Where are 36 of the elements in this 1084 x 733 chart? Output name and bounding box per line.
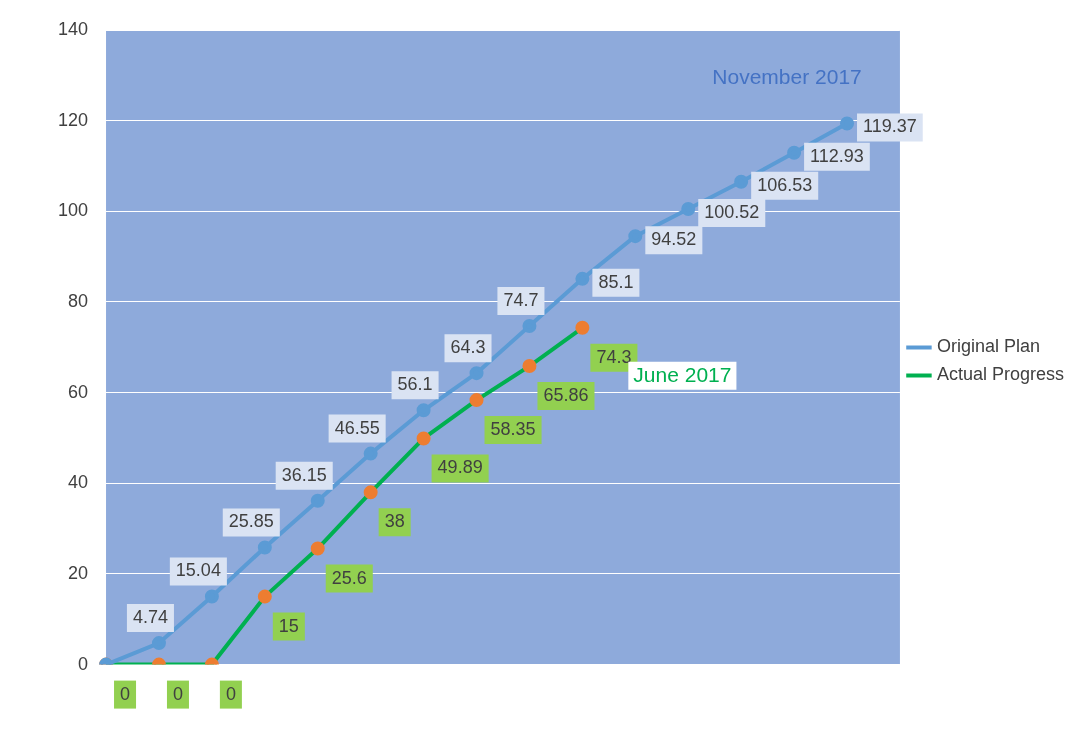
y-tick-label: 60 [68,381,89,402]
data-label: 85.1 [598,271,634,292]
data-label: 0 [225,683,236,704]
data-label: 4.74 [132,607,168,628]
legend-label: Original Plan [936,336,1041,357]
y-tick-label: 0 [78,653,89,674]
annotation: November 2017 [712,65,862,89]
y-tick-label: 100 [57,200,89,221]
data-label: 106.53 [757,174,813,195]
data-label: 74.3 [596,346,632,367]
y-tick-label: 20 [68,562,89,583]
data-label: 100.52 [704,201,760,222]
annotation: June 2017 [633,362,732,386]
data-label: 112.93 [810,145,864,166]
data-label: 119.37 [863,116,917,137]
data-label: 49.89 [437,457,483,478]
data-label: 56.1 [397,374,433,395]
data-label: 25.6 [331,567,367,588]
data-label: 46.55 [334,417,380,438]
data-label: 0 [120,683,131,704]
y-tick-label: 40 [68,472,89,493]
data-label: 94.52 [651,229,697,250]
data-label: 64.3 [450,337,486,358]
data-label: 36.15 [281,464,327,485]
data-label: 0 [172,683,183,704]
y-tick-label: 140 [57,18,89,39]
data-label: 25.85 [228,511,274,532]
y-tick-label: 120 [57,109,89,130]
legend-label: Actual Progress [936,364,1065,385]
data-label: 65.86 [543,385,589,406]
data-label: 74.7 [503,289,539,310]
data-label: 15 [278,615,299,636]
data-label: 15.04 [175,560,221,581]
y-tick-label: 80 [68,290,89,311]
data-label: 38 [384,511,405,532]
data-label: 58.35 [490,419,536,440]
